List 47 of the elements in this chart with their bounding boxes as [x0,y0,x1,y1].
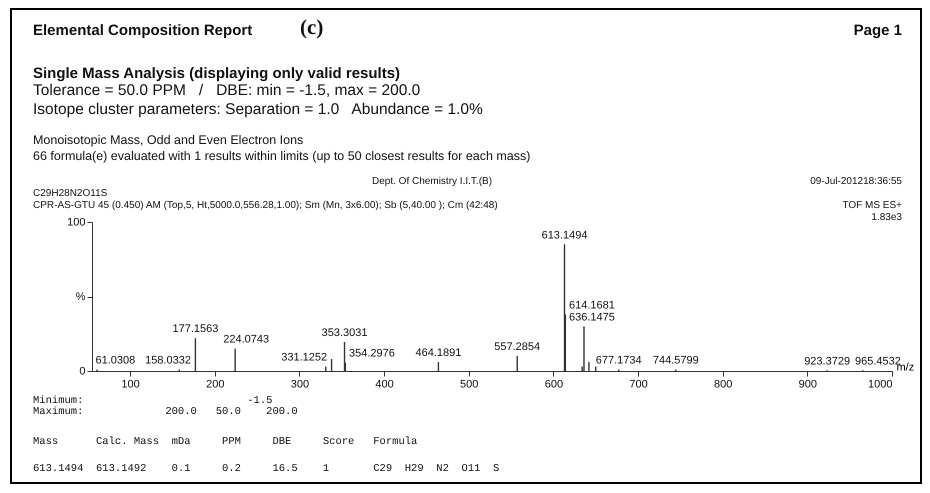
x-tick-label: 400 [375,378,394,390]
text: (c) [300,15,324,39]
y-tick-label: 100 [67,216,86,228]
text: CPR-AS-GTU 45 (0.450) AM (Top,5, Ht,5000.0,556.28,1.00); Sm (Mn, 3x6.00); Sb (5,40.00 ); Cm (42:48) [33,200,498,211]
text: Mass Calc. Mass mDa PPM DBE Score Formula [33,436,418,448]
annotation: 224.0743 [223,334,270,346]
text: C29H28N2O11S [33,188,108,199]
annotation: 1.83e3 [871,212,902,223]
chart-title: Elemental Composition Report [33,22,252,39]
annotation: 923.3729 [804,355,850,368]
text: 09-Jul-201218:36:55 [810,176,902,187]
text: Isotope cluster parameters: Separation = 1.0 Abundance = 1.0% [33,101,483,118]
annotation: 557.2854 [494,341,540,354]
text: TOF MS ES+ [842,200,902,211]
annotation: 613.1494 [542,229,588,242]
annotation: 61.0308 [95,354,136,367]
x-axis-title: m/z [896,362,914,374]
x-tick-label: 700 [629,378,648,390]
y-tick-label: % [76,291,86,303]
x-tick-label: 900 [798,378,818,390]
x-tick-label: 300 [290,378,310,390]
annotation: 354.2976 [348,348,395,360]
text: Minimum: -1.5 [33,395,272,407]
x-tick-label: 100 [121,378,140,390]
text: 613.1494 613.1492 0.1 0.2 16.5 1 C29 H29 N2 O11 S [33,463,500,475]
text: Dept. Of Chemistry I.I.T.(B) [372,176,492,187]
text: Monoisotopic Mass, Odd and Even Electron Ions [33,133,304,147]
x-tick-label: 1000 [868,378,892,390]
annotation: 158.0332 [145,354,191,367]
annotation: 636.1475 [568,311,615,324]
y-tick-label: 0 [79,366,86,378]
text: Maximum: 200.0 50.0 200.0 [33,406,298,418]
annotation: 353.3031 [322,326,368,339]
x-tick-label: 600 [544,378,564,390]
annotation: 677.1734 [596,354,642,367]
annotation: 177.1563 [172,323,218,336]
annotation: 744.5799 [652,354,699,367]
annotation: 614.1681 [568,299,615,312]
text: Page 1 [854,22,902,39]
chart-subtitle: Single Mass Analysis (displaying only valid results) [33,65,400,82]
x-tick-label: 200 [206,378,224,390]
x-tick-label: 800 [714,378,732,390]
text: Tolerance = 50.0 PPM / DBE: min = -1.5, max = 200.0 [33,82,420,99]
text: 66 formula(e) evaluated with 1 results within limits (up to 50 closest results for each mass) [33,149,530,163]
x-tick-label: 500 [460,378,478,390]
annotation: 464.1891 [415,347,462,360]
annotation: 331.1252 [281,352,328,364]
